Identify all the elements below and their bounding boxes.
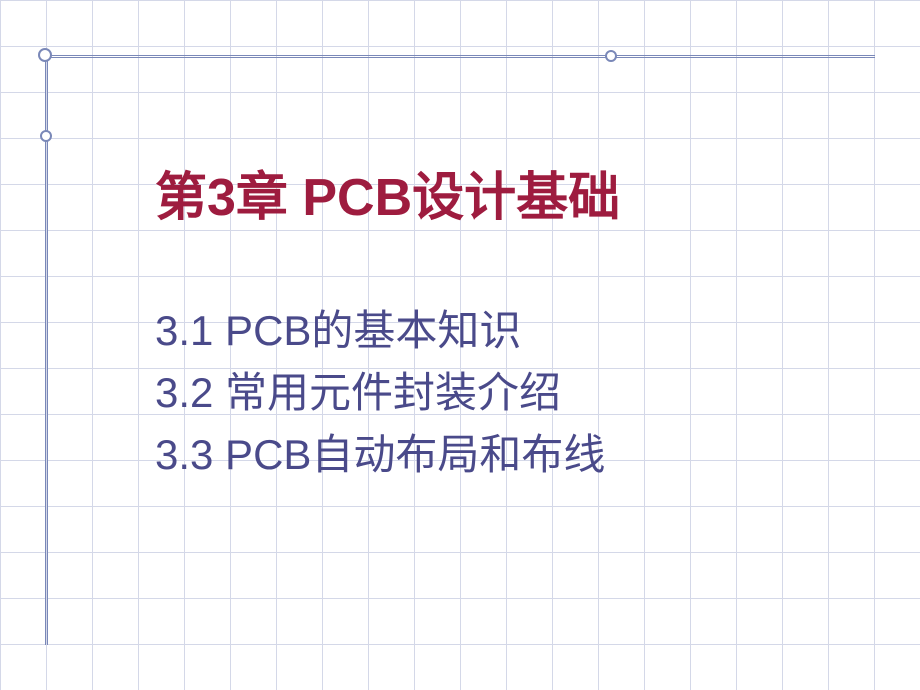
section-3-1: 3.1 PCB的基本知识 [155,300,620,362]
border-line-top [45,55,875,58]
slide-content: 第3章 PCB设计基础 3.1 PCB的基本知识 3.2 常用元件封装介绍 3.… [155,155,620,486]
chapter-title: 第3章 PCB设计基础 [155,155,620,230]
corner-dot-3 [605,50,617,62]
section-3-3: 3.3 PCB自动布局和布线 [155,424,620,486]
border-line-left [45,55,48,645]
corner-dot-1 [38,48,52,62]
corner-dot-2 [40,130,52,142]
section-3-2: 3.2 常用元件封装介绍 [155,362,620,424]
